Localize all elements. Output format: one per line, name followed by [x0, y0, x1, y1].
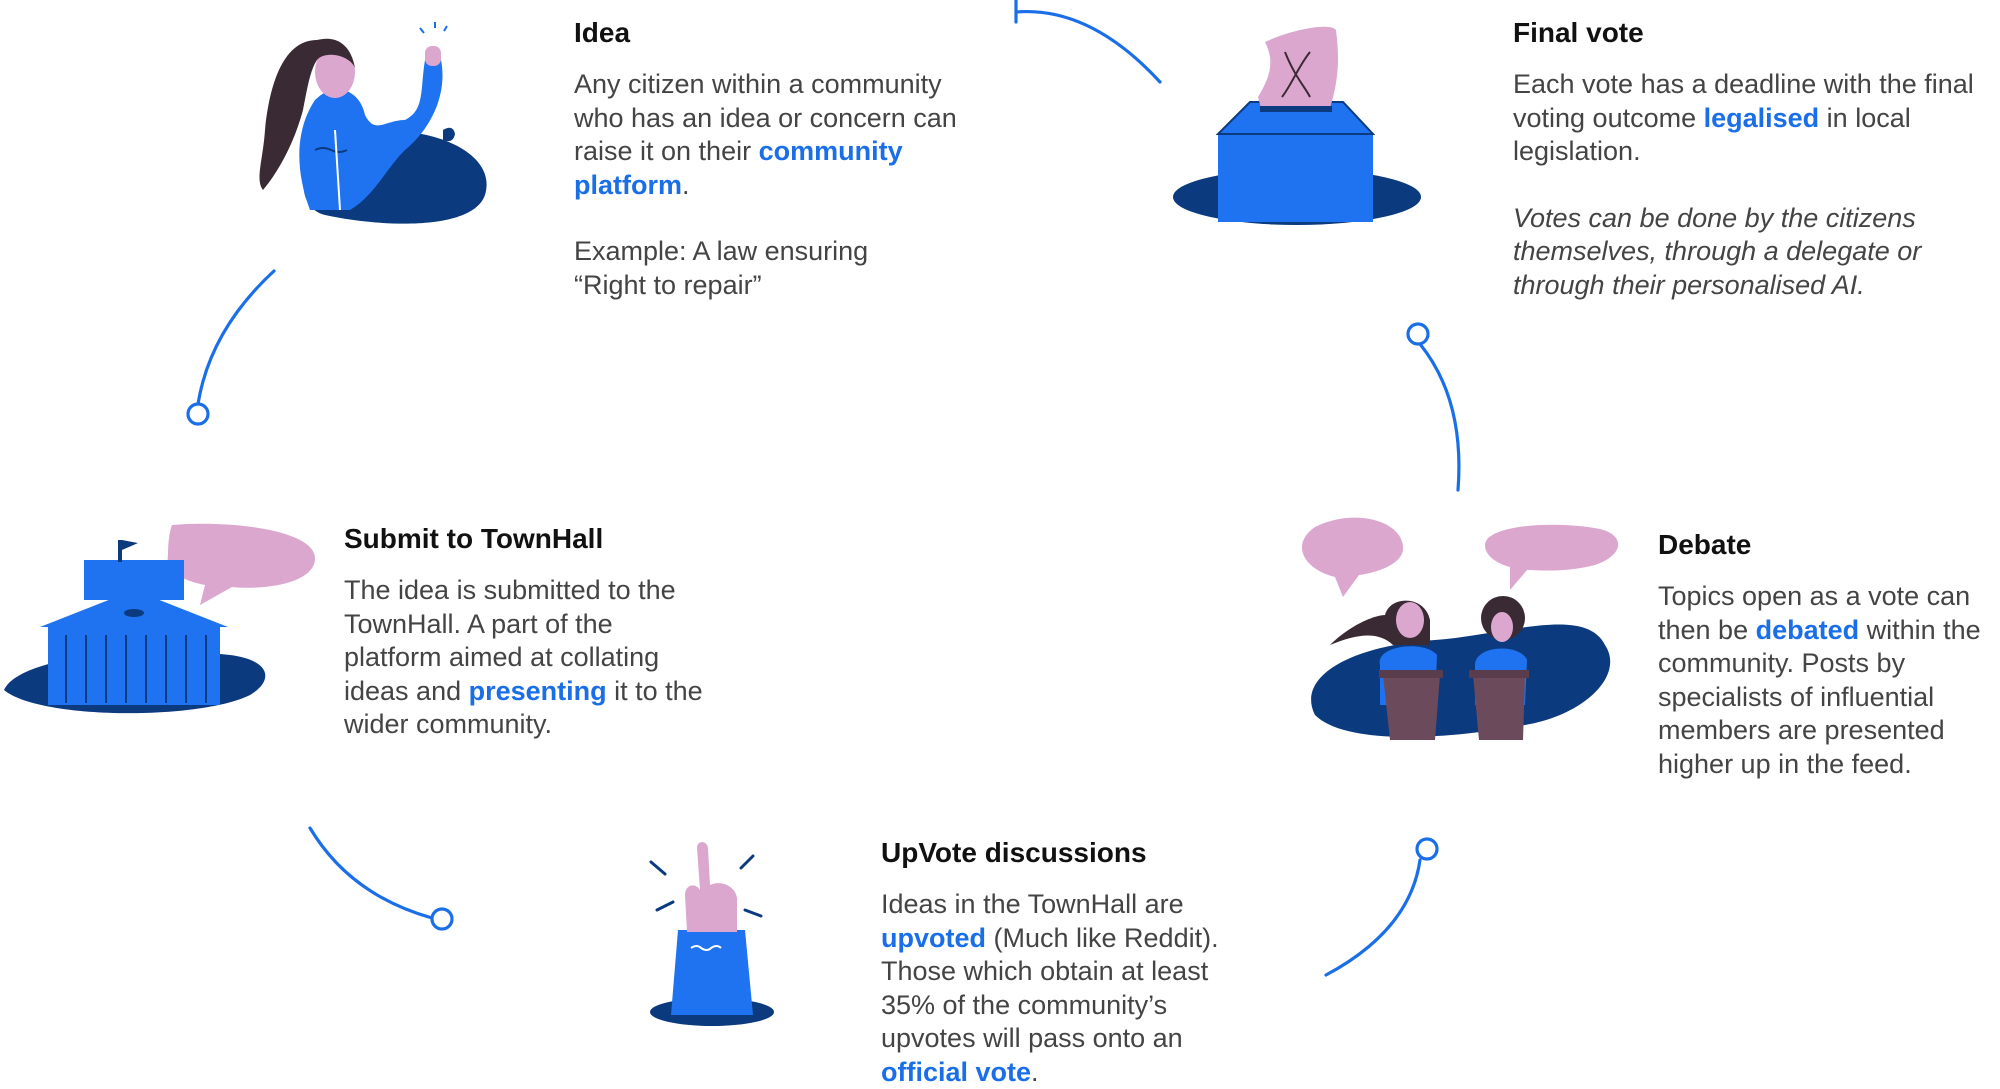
step-debate-title: Debate [1658, 529, 1752, 560]
woman-raising-hand-icon [259, 22, 487, 224]
step-debate: Debate Topics open as a vote can then be… [1658, 528, 1998, 781]
connector-final-to-idea [1014, 9, 1162, 84]
step-upvote-description: Ideas in the TownHall are upvoted (Much … [881, 888, 1241, 1089]
step-final-vote-description: Each vote has a deadline with the final … [1513, 68, 1998, 169]
step-upvote-text: Ideas in the TownHall are [881, 889, 1184, 919]
raised-finger-hand-icon [649, 842, 774, 1026]
step-submit-text-end: it to the wider community. [344, 675, 703, 740]
step-idea-example: Example: A law ensuring “Right to repair… [574, 236, 869, 300]
connector-upvote-to-debate [1324, 858, 1422, 977]
step-submit-townhall: Submit to TownHall The idea is submitted… [344, 522, 714, 742]
highlight-official-vote: official vote [881, 1056, 1032, 1087]
connector-submit-to-upvote [308, 826, 434, 920]
step-debate-text: Topics open as a vote can then be [1658, 581, 1971, 645]
connector-debate-to-final [1418, 342, 1461, 492]
connector-end-debate-to-final [1406, 322, 1430, 346]
step-debate-text-end: within the community. Posts by specialis… [1658, 614, 1981, 779]
connector-end-upvote-to-debate [1415, 837, 1439, 861]
step-debate-description: Topics open as a vote can then be debate… [1658, 580, 1998, 781]
step-upvote-text-mid: (Much like Reddit). Those which obtain a… [881, 922, 1219, 1054]
ballot-box-icon [1173, 26, 1421, 225]
step-final-vote: Final vote Each vote has a deadline with… [1513, 16, 1998, 302]
highlight-debated: debated [1755, 614, 1860, 645]
highlight-community-platform: community platform [574, 136, 903, 200]
step-upvote-text-end: . [1031, 1056, 1039, 1087]
step-final-vote-note: Votes can be done by the citizens themse… [1513, 202, 1922, 300]
highlight-legalised: legalised [1703, 102, 1820, 133]
step-final-vote-title: Final vote [1513, 17, 1644, 48]
step-final-vote-text-end: in local legislation. [1513, 102, 1911, 167]
townhall-building-icon [4, 523, 316, 714]
step-idea-text: Any citizen within a community who has a… [574, 69, 957, 166]
step-idea-description: Any citizen within a community who has a… [574, 68, 974, 202]
debaters-at-lecterns-icon [1301, 517, 1619, 740]
step-submit-text: The idea is submitted to the TownHall. A… [344, 575, 676, 706]
step-submit-description: The idea is submitted to the TownHall. A… [344, 574, 714, 742]
step-final-vote-text: Each vote has a deadline with the final … [1513, 69, 1974, 133]
step-upvote: UpVote discussions Ideas in the TownHall… [881, 836, 1241, 1089]
connector-end-idea-to-submit [186, 402, 210, 426]
highlight-upvoted: upvoted [881, 922, 986, 953]
step-submit-title: Submit to TownHall [344, 523, 604, 554]
connector-end-submit-to-upvote [430, 907, 454, 931]
step-upvote-title: UpVote discussions [881, 837, 1147, 868]
connector-idea-to-submit [196, 269, 276, 406]
step-idea: Idea Any citizen within a community who … [574, 16, 974, 302]
highlight-presenting: presenting [468, 675, 607, 706]
step-idea-text-end: . [682, 169, 690, 200]
step-idea-title: Idea [574, 17, 631, 48]
